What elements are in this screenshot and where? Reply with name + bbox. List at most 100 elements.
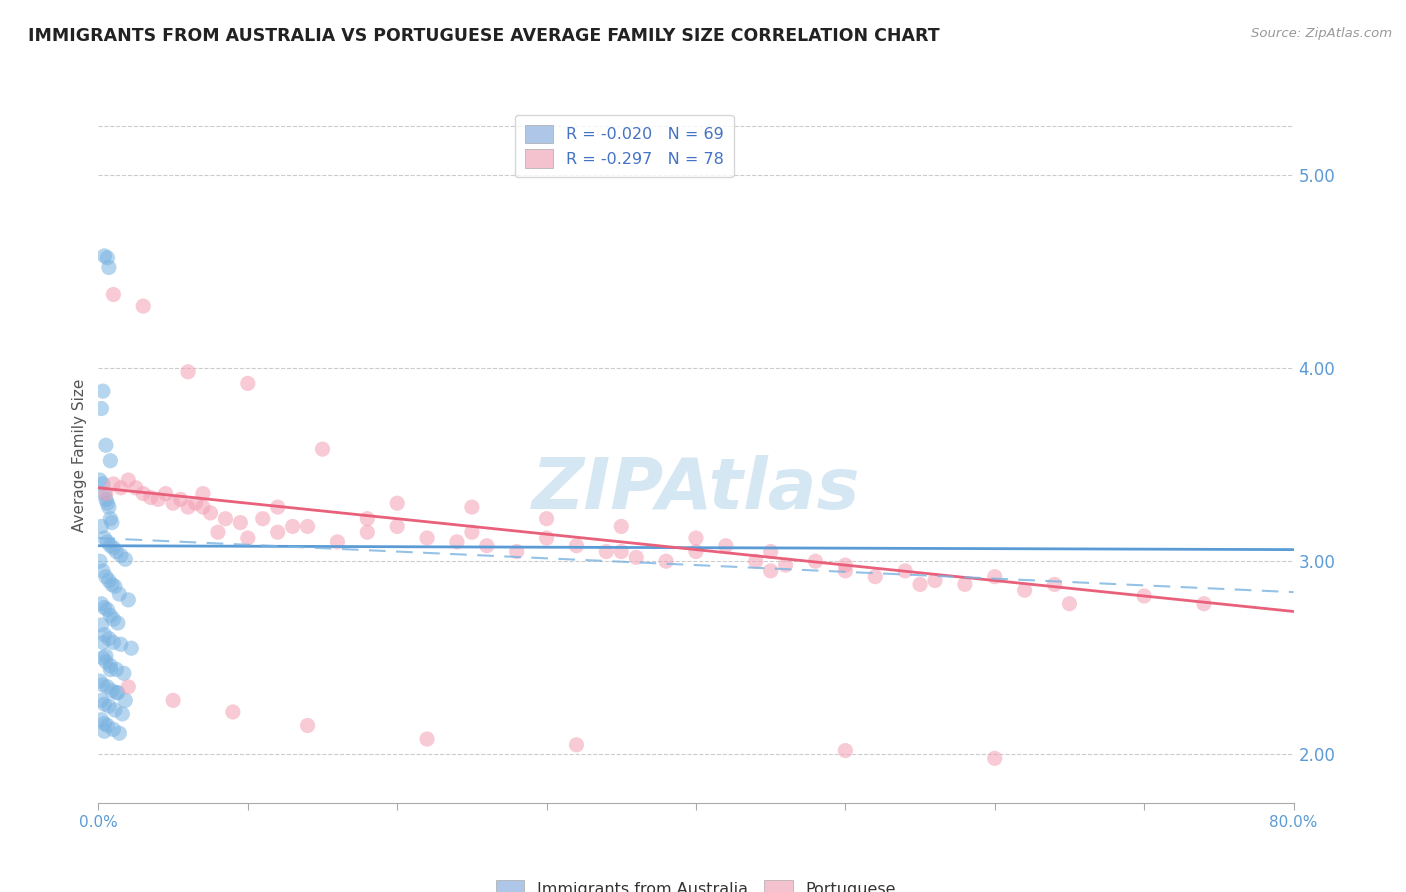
Point — [97, 260, 120, 275]
Point — [94, 648, 117, 663]
Point — [96, 534, 118, 549]
Point — [98, 658, 122, 673]
Point — [90, 401, 112, 416]
Point — [107, 615, 129, 630]
Point — [96, 602, 118, 616]
Point — [94, 438, 117, 452]
Point — [93, 698, 115, 712]
Point — [177, 365, 200, 379]
Point — [169, 492, 191, 507]
Point — [125, 481, 148, 495]
Text: ZIPAtlas: ZIPAtlas — [531, 455, 860, 524]
Point — [863, 570, 886, 584]
Point — [105, 544, 128, 558]
Text: IMMIGRANTS FROM AUSTRALIA VS PORTUGUESE AVERAGE FAMILY SIZE CORRELATION CHART: IMMIGRANTS FROM AUSTRALIA VS PORTUGUESE … — [28, 27, 939, 45]
Point — [94, 655, 117, 669]
Point — [191, 500, 214, 514]
Point — [98, 511, 122, 525]
Point — [103, 723, 125, 737]
Point — [93, 600, 115, 615]
Point — [416, 531, 439, 545]
Point — [90, 693, 112, 707]
Point — [117, 593, 139, 607]
Point — [91, 564, 114, 578]
Point — [105, 686, 128, 700]
Point — [132, 299, 155, 313]
Point — [804, 554, 827, 568]
Point — [103, 476, 125, 491]
Point — [281, 519, 304, 533]
Point — [834, 744, 856, 758]
Point — [90, 713, 112, 727]
Point — [385, 496, 409, 510]
Point — [90, 618, 112, 632]
Point — [214, 511, 236, 525]
Point — [1133, 589, 1156, 603]
Point — [120, 641, 142, 656]
Point — [139, 491, 162, 505]
Point — [775, 558, 797, 573]
Point — [91, 678, 114, 692]
Point — [565, 738, 588, 752]
Point — [759, 544, 782, 558]
Point — [1014, 583, 1036, 598]
Y-axis label: Average Family Size: Average Family Size — [72, 378, 87, 532]
Point — [311, 442, 333, 457]
Point — [90, 519, 112, 533]
Point — [114, 693, 136, 707]
Point — [110, 637, 132, 651]
Point — [222, 705, 245, 719]
Point — [267, 500, 290, 514]
Point — [94, 492, 117, 507]
Point — [536, 511, 558, 525]
Point — [252, 511, 274, 525]
Point — [759, 564, 782, 578]
Point — [685, 531, 707, 545]
Point — [1059, 597, 1081, 611]
Point — [356, 525, 378, 540]
Point — [297, 718, 319, 732]
Point — [110, 549, 132, 563]
Point — [93, 724, 115, 739]
Point — [104, 579, 127, 593]
Point — [117, 680, 139, 694]
Point — [93, 531, 115, 545]
Point — [595, 544, 617, 558]
Point — [894, 564, 917, 578]
Point — [94, 486, 117, 500]
Point — [93, 716, 115, 731]
Point — [416, 731, 439, 746]
Point — [89, 554, 111, 568]
Point — [103, 541, 125, 555]
Point — [112, 666, 135, 681]
Point — [745, 554, 768, 568]
Point — [953, 577, 976, 591]
Point — [97, 699, 120, 714]
Point — [93, 249, 115, 263]
Point — [91, 384, 114, 398]
Point — [104, 703, 127, 717]
Point — [908, 577, 931, 591]
Point — [148, 492, 170, 507]
Point — [93, 628, 115, 642]
Point — [229, 516, 252, 530]
Point — [101, 577, 124, 591]
Point — [96, 718, 118, 732]
Point — [506, 544, 529, 558]
Point — [624, 550, 647, 565]
Point — [200, 506, 222, 520]
Point — [107, 686, 129, 700]
Point — [536, 531, 558, 545]
Point — [155, 486, 177, 500]
Point — [475, 539, 498, 553]
Point — [714, 539, 737, 553]
Point — [297, 519, 319, 533]
Point — [685, 544, 707, 558]
Point — [610, 544, 633, 558]
Point — [356, 511, 378, 525]
Point — [96, 251, 118, 265]
Point — [461, 500, 484, 514]
Point — [983, 751, 1005, 765]
Point — [1192, 597, 1215, 611]
Point — [89, 473, 111, 487]
